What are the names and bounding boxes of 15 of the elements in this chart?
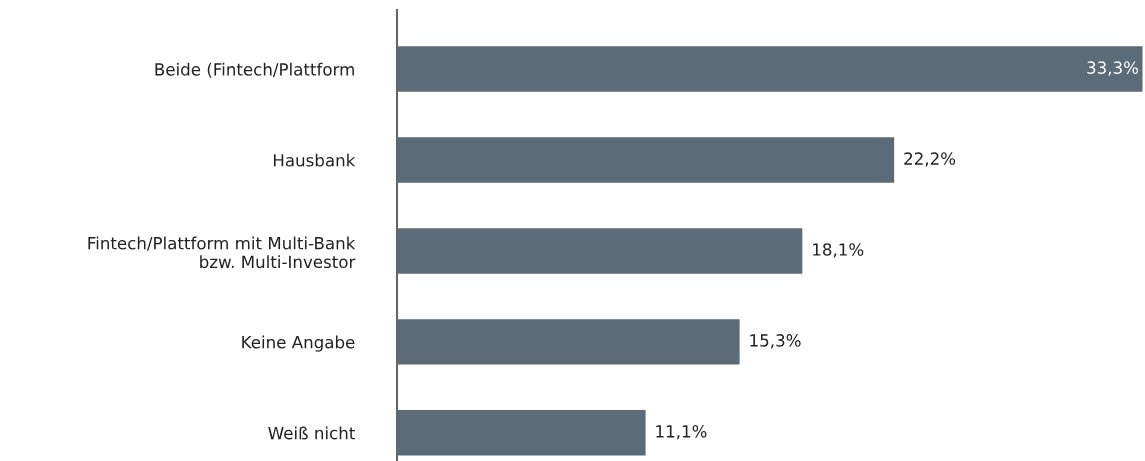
data-label: 11,1% bbox=[656, 425, 707, 440]
data-label: 18,1% bbox=[813, 243, 864, 258]
y-tick-label: Fintech/Plattform mit Multi-Bank bzw. Multi-Investor bbox=[88, 236, 356, 269]
bar bbox=[397, 410, 646, 456]
bar bbox=[397, 228, 803, 274]
bar bbox=[397, 46, 1143, 92]
y-tick-label: Keine Angabe bbox=[242, 335, 355, 352]
bar bbox=[397, 319, 740, 365]
y-tick-label: Weiß nicht bbox=[268, 426, 355, 440]
data-label: 22,2% bbox=[904, 152, 956, 167]
data-label: 15,3% bbox=[750, 334, 801, 349]
bar bbox=[397, 137, 895, 183]
data-label: 33,3% bbox=[1087, 61, 1139, 76]
y-tick-label: Hausbank bbox=[273, 153, 356, 167]
y-tick-label: Beide (Fintech/Plattform bbox=[155, 62, 354, 78]
